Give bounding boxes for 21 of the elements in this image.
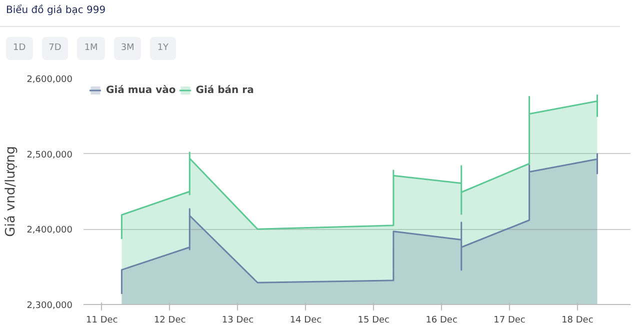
x-tick-label: 11 Dec xyxy=(86,316,118,326)
y-tick-label: 2,600,000 xyxy=(26,75,73,85)
y-axis-title: Giá vnd/lượng xyxy=(4,146,19,237)
y-tick-label: 2,500,000 xyxy=(26,150,73,160)
legend-label: Giá bán ra xyxy=(196,84,254,96)
x-tick-label: 17 Dec xyxy=(494,316,526,326)
legend-label: Giá mua vào xyxy=(106,84,176,96)
x-tick-label: 12 Dec xyxy=(154,316,186,326)
text: 7D xyxy=(42,37,68,60)
text: 1D xyxy=(6,37,33,60)
x-tick-label: 14 Dec xyxy=(290,316,322,326)
chart-title: Biểu đồ giá bạc 999 xyxy=(0,0,620,28)
y-tick-label: 2,400,000 xyxy=(26,226,73,236)
text: 1M xyxy=(77,37,105,60)
y-tick-label: 2,300,000 xyxy=(26,301,73,311)
x-tick-label: 13 Dec xyxy=(222,316,254,326)
text: 3M xyxy=(114,37,142,60)
text: 1Y xyxy=(150,37,176,60)
x-tick-label: 18 Dec xyxy=(562,316,594,326)
x-tick-label: 16 Dec xyxy=(426,316,458,326)
x-tick-label: 15 Dec xyxy=(358,316,390,326)
